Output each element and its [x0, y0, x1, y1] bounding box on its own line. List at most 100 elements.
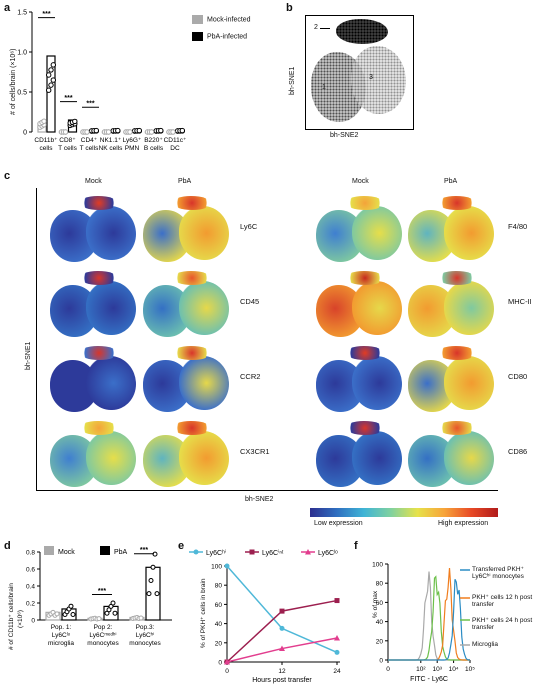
y-tick-label: 0.6	[26, 567, 35, 574]
y-tick-label: 40	[376, 619, 384, 626]
group-label-3: monocytes	[129, 640, 161, 647]
panel-a-label: a	[4, 2, 11, 14]
y-tick-label: 0	[218, 660, 222, 667]
x-cat-label-2: DC	[170, 145, 180, 152]
legend-label-mock: Mock	[58, 549, 75, 556]
x-cat-label-1: Ly6G⁺	[123, 137, 142, 144]
sig-stars: ***	[98, 588, 106, 595]
y-tick-label: 0.4	[26, 584, 35, 591]
y-tick-label: 0	[31, 618, 35, 625]
series-point	[224, 563, 230, 569]
series-point	[279, 608, 285, 614]
x-cat-label-2: PMN	[125, 145, 140, 152]
point-pba	[148, 577, 154, 583]
group-label-1: Pop. 1:	[51, 624, 72, 631]
y-tick-label: 20	[215, 640, 223, 647]
x-tick-label: 10²	[416, 666, 426, 673]
sig-stars: ***	[42, 11, 50, 18]
legend-label-pba: PbA-infected	[207, 33, 248, 41]
y-tick-label: 60	[376, 600, 384, 607]
marker-mhcii: MHC-II	[508, 297, 532, 306]
point-mock	[84, 129, 90, 135]
legend-marker	[193, 549, 199, 555]
bar-pba	[46, 55, 56, 133]
point-mock	[41, 118, 47, 124]
legend-swatch-mock	[192, 15, 203, 24]
sig-stars: ***	[140, 547, 148, 554]
panel-b-tsne-plot: 1 2 3	[305, 15, 414, 130]
group-label-1: Pop.3:	[136, 624, 155, 631]
point-pba	[179, 127, 186, 134]
group-label-2: Ly6Cˡᵒ	[52, 632, 71, 639]
x-cat-label-1: CD4⁺	[81, 137, 98, 144]
series-point	[334, 598, 340, 604]
x-cat-label-1: CD8⁺	[59, 137, 76, 144]
group-label-3: microglia	[48, 640, 74, 647]
x-cat-label-2: cells	[39, 145, 53, 152]
f-legend-24h: PKH⁺ cells 24 h post transfer	[472, 617, 533, 632]
x-tick-label: 12	[278, 668, 286, 675]
x-cat-label-2: T cells	[80, 145, 99, 152]
legend-label-mock: Mock-infected	[207, 16, 251, 24]
col-pba-right: PbA	[444, 178, 458, 185]
y-tick-label: 0	[379, 658, 383, 665]
tsne-map	[143, 271, 229, 339]
x-axis-label: FITC - Ly6C	[410, 676, 448, 683]
cluster-1-label: 1	[322, 84, 326, 91]
y-tick-label: 60	[215, 602, 223, 609]
point-pba	[50, 77, 56, 83]
cluster-3-label: 3	[369, 74, 373, 81]
legend-swatch-pba	[192, 32, 203, 41]
marker-cd45: CD45	[240, 297, 260, 306]
legend-label: Ly6Cʰⁱ	[206, 549, 226, 557]
legend-swatch-mock	[44, 546, 54, 555]
tsne-map	[143, 421, 229, 489]
col-mock-left: Mock	[85, 178, 102, 185]
panel-c-label: c	[4, 170, 11, 182]
series-point	[334, 649, 340, 655]
y-tick-label: 0	[23, 130, 27, 137]
x-cat-label-1: NK1.1⁺	[100, 137, 122, 144]
legend-swatch-pba	[100, 546, 110, 555]
panel-d-label: d	[4, 540, 11, 552]
x-cat-label-2: NK cells	[99, 145, 124, 152]
panel-c-xlabel: bh-SNE2	[245, 496, 274, 503]
point-mock	[105, 129, 112, 135]
tsne-map	[408, 196, 494, 264]
group-label-2: Ly6Cʰⁱ	[136, 631, 155, 639]
point-pba	[110, 600, 116, 606]
y-tick-label: 40	[215, 621, 223, 628]
marker-cx3cr1: CX3CR1	[240, 447, 270, 456]
point-mock	[54, 611, 60, 617]
col-pba-left: PbA	[178, 178, 192, 185]
legend-marker	[249, 549, 255, 555]
tsne-map	[316, 421, 402, 489]
point-pba	[46, 87, 52, 93]
panel-a-legend-mock: Mock-infected	[192, 15, 251, 24]
tsne-map	[316, 346, 402, 414]
expression-colorbar	[310, 508, 498, 517]
x-tick-label: 10⁵	[465, 666, 475, 673]
x-cat-label-2: T cells	[58, 145, 77, 152]
point-pba	[50, 62, 56, 68]
series-point	[334, 635, 340, 641]
point-mock	[148, 129, 155, 135]
legend-label-pba: PbA	[114, 549, 128, 556]
point-pba	[48, 82, 54, 88]
marker-cd80: CD80	[508, 372, 528, 381]
panel-b-label: b	[286, 2, 293, 14]
point-pba	[48, 67, 54, 73]
tsne-map	[316, 271, 402, 339]
tsne-map	[143, 196, 229, 264]
panel-b-ylabel: bh-SNE1	[289, 66, 296, 95]
legend-label: Ly6Cˡᵒ	[318, 550, 338, 557]
point-pba	[146, 591, 152, 597]
point-pba	[150, 564, 156, 570]
y-tick-label: 100	[211, 564, 222, 571]
tsne-map	[50, 196, 136, 264]
tsne-map	[50, 271, 136, 339]
x-tick-label: 24	[333, 668, 341, 675]
point-mock	[127, 129, 133, 135]
sig-stars: ***	[86, 101, 94, 108]
